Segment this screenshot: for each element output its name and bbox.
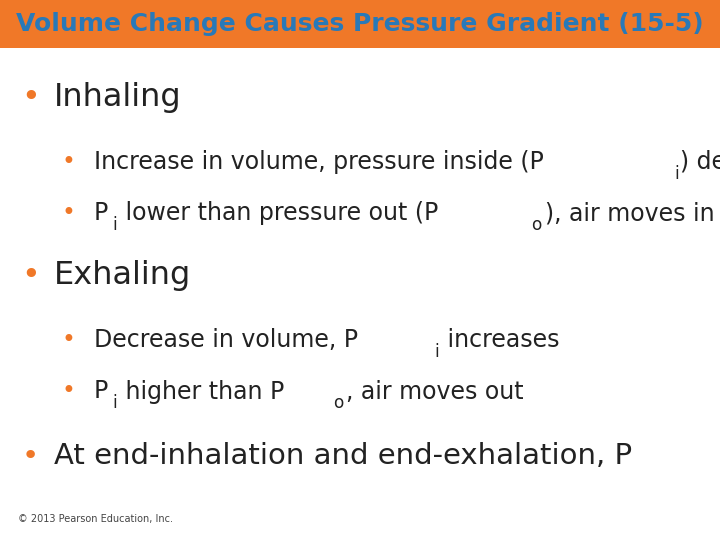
Text: At end-inhalation and end-exhalation, P: At end-inhalation and end-exhalation, P — [54, 442, 632, 470]
Text: o: o — [333, 394, 343, 413]
Text: Increase in volume, pressure inside (P: Increase in volume, pressure inside (P — [94, 150, 544, 174]
Text: i: i — [112, 216, 117, 234]
Text: , air moves out: , air moves out — [346, 380, 523, 403]
Text: i: i — [112, 394, 117, 413]
Text: ) decreases: ) decreases — [680, 150, 720, 174]
Text: increases: increases — [441, 328, 560, 352]
Text: i: i — [674, 165, 679, 183]
Text: •: • — [61, 328, 75, 352]
Text: •: • — [61, 380, 75, 403]
Bar — [0, 0, 720, 48]
Text: i: i — [434, 343, 439, 361]
Text: P: P — [94, 380, 108, 403]
Text: Volume Change Causes Pressure Gradient (15-5): Volume Change Causes Pressure Gradient (… — [16, 12, 704, 36]
Text: Decrease in volume, P: Decrease in volume, P — [94, 328, 358, 352]
Text: higher than P: higher than P — [118, 380, 284, 403]
Text: •: • — [22, 82, 40, 113]
Text: ), air moves in: ), air moves in — [544, 201, 714, 225]
Text: P: P — [94, 201, 108, 225]
Text: •: • — [22, 442, 39, 470]
Text: •: • — [61, 201, 75, 225]
Text: Exhaling: Exhaling — [54, 260, 192, 291]
Text: Inhaling: Inhaling — [54, 82, 181, 113]
Text: •: • — [22, 260, 40, 291]
Text: © 2013 Pearson Education, Inc.: © 2013 Pearson Education, Inc. — [18, 514, 173, 524]
Text: •: • — [61, 150, 75, 174]
Text: o: o — [531, 216, 541, 234]
Text: lower than pressure out (P: lower than pressure out (P — [118, 201, 438, 225]
